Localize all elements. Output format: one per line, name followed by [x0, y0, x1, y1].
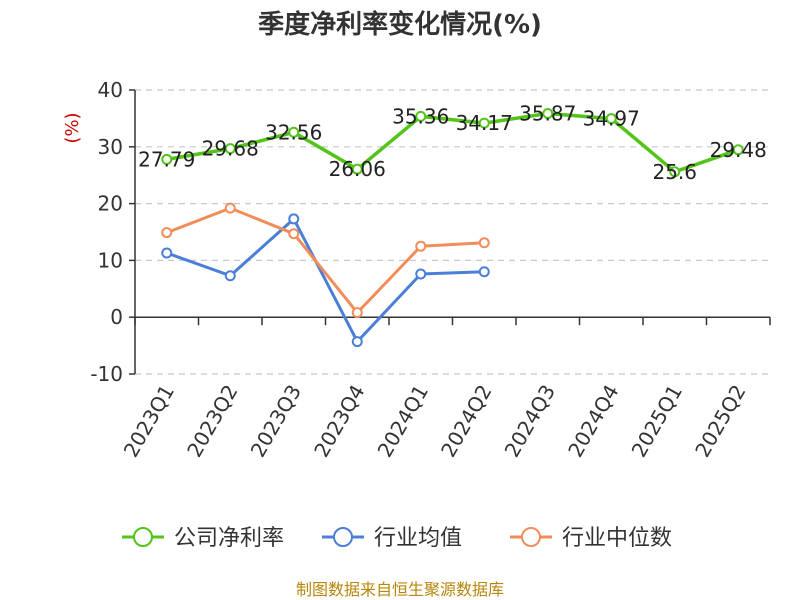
data-label: 29.48 — [710, 138, 767, 162]
data-point — [161, 227, 173, 239]
y-tick-labels: 40 30 20 10 0 -10 — [90, 78, 123, 386]
data-label: 34.97 — [583, 107, 640, 131]
legend-item: 行业均值 — [322, 526, 462, 551]
data-point — [478, 117, 490, 129]
data-label: 34.17 — [456, 111, 513, 135]
y-tick-label: -10 — [90, 362, 123, 386]
y-tick-label: 20 — [98, 192, 123, 216]
data-point — [288, 213, 300, 225]
data-label: 27.79 — [138, 147, 195, 171]
x-tick-label: 2025Q2 — [690, 381, 750, 462]
axes — [129, 89, 771, 375]
data-point — [605, 113, 617, 125]
y-tick-label: 30 — [98, 135, 123, 159]
data-point — [478, 237, 490, 249]
data-point — [415, 240, 427, 252]
x-tick-label: 2023Q2 — [182, 381, 242, 462]
data-point — [351, 336, 363, 348]
data-point — [224, 202, 236, 214]
data-point — [478, 266, 490, 278]
data-point — [669, 166, 681, 178]
legend-item: 公司净利率 — [122, 526, 284, 551]
y-tick-label: 40 — [98, 78, 123, 102]
legend-label: 行业均值 — [374, 526, 462, 551]
data-point — [224, 270, 236, 282]
legend: 公司净利率 行业均值 行业中位数 — [122, 526, 672, 551]
chart-title: 季度净利率变化情况(%) — [258, 9, 542, 40]
data-point — [542, 107, 554, 119]
data-point — [288, 126, 300, 138]
series-line — [166, 217, 485, 344]
legend-item: 行业中位数 — [510, 526, 672, 551]
source-note: 制图数据来自恒生聚源数据库 — [296, 580, 504, 599]
x-tick-label: 2025Q1 — [627, 381, 687, 462]
series-line — [166, 111, 739, 174]
data-label: 35.87 — [519, 101, 576, 125]
data-point — [161, 153, 173, 165]
x-tick-label: 2024Q2 — [436, 381, 496, 462]
data-label: 29.68 — [202, 137, 259, 161]
x-tick-labels: 2023Q1 2023Q2 2023Q3 2023Q4 2024Q1 2024Q2 2024… — [119, 381, 751, 462]
data-point — [351, 163, 363, 175]
x-tick-label: 2023Q1 — [119, 381, 179, 462]
legend-marker — [333, 527, 353, 547]
y-axis-label: (%) — [62, 112, 83, 143]
data-label: 35.36 — [392, 104, 449, 128]
legend-label: 行业中位数 — [562, 526, 672, 551]
data-point — [732, 144, 744, 156]
data-point — [288, 228, 300, 240]
legend-label: 公司净利率 — [174, 526, 284, 551]
legend-marker — [133, 527, 153, 547]
data-point — [415, 110, 427, 122]
legend-marker — [521, 527, 541, 547]
x-tick-label: 2023Q4 — [309, 381, 369, 462]
x-tick-label: 2023Q3 — [246, 381, 306, 462]
series-layer — [161, 107, 744, 348]
data-point — [415, 268, 427, 280]
y-tick-label: 10 — [98, 248, 123, 272]
y-tick-label: 0 — [110, 305, 123, 329]
x-tick-label: 2024Q3 — [500, 381, 560, 462]
x-tick-label: 2024Q1 — [373, 381, 433, 462]
series-line — [166, 206, 485, 315]
data-label: 25.6 — [652, 160, 697, 184]
data-point — [224, 143, 236, 155]
grid-lines — [135, 89, 770, 375]
x-tick-label: 2024Q4 — [563, 381, 623, 462]
data-point — [161, 247, 173, 259]
data-label: 26.06 — [329, 157, 386, 181]
data-point — [351, 307, 363, 319]
data-label: 32.56 — [265, 120, 322, 144]
